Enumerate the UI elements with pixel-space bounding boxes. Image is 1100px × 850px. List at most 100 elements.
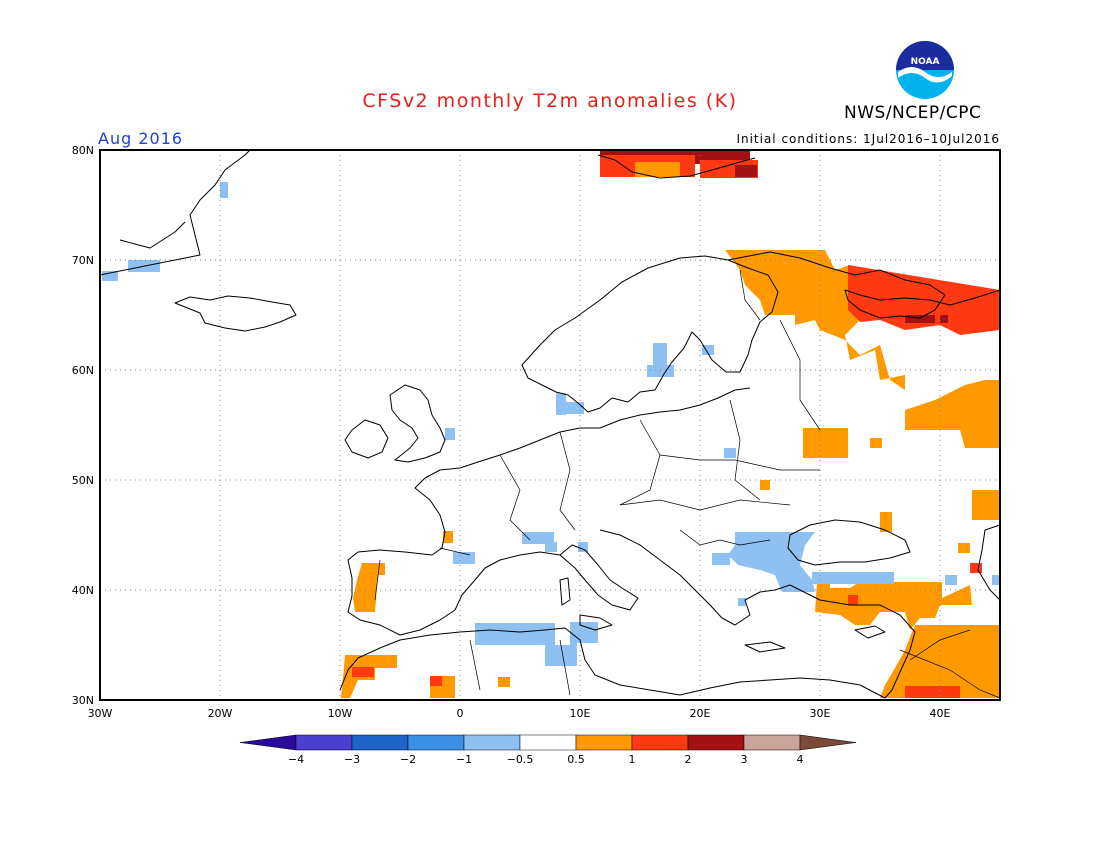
colorbar-tick-label: −2	[400, 753, 416, 766]
mediterranean-blue	[545, 542, 557, 552]
map-grid	[100, 150, 1000, 700]
noaa-logo: NOAA	[896, 41, 954, 99]
border	[899, 649, 1001, 699]
north-africa-coast	[339, 627, 886, 699]
coastlines	[99, 149, 1001, 699]
border	[909, 629, 971, 661]
nw-russia-orange	[725, 250, 1000, 448]
colorbar-swatches	[239, 734, 857, 751]
levant-orange	[880, 625, 1000, 698]
logo-text: NOAA	[911, 57, 940, 67]
caucasus-orange	[880, 512, 892, 532]
lat-label: 60N	[72, 364, 94, 377]
border	[499, 454, 531, 541]
colorbar-tick-label: 4	[797, 753, 804, 766]
forecast-month: Aug 2016	[98, 129, 184, 148]
russia-arctic-coast	[727, 251, 1001, 319]
colorbar-swatch	[799, 734, 857, 751]
map-frame	[99, 149, 1001, 701]
lat-label: 80N	[72, 144, 94, 157]
colorbar-swatch	[407, 734, 465, 751]
colorbar-tick-label: 0.5	[567, 753, 585, 766]
lat-label: 40N	[72, 584, 94, 597]
colorbar-tick-label: −3	[344, 753, 360, 766]
logo-dark-half	[896, 41, 954, 70]
border	[559, 431, 576, 531]
svalbard-coast	[597, 154, 756, 179]
morocco-red	[430, 676, 442, 686]
sardinia-coast	[559, 577, 571, 606]
colorbar-tick-label: 1	[629, 753, 636, 766]
balkans-blue	[712, 553, 730, 565]
border	[469, 639, 481, 691]
greenland-coast	[119, 221, 186, 249]
baltic-blue	[556, 393, 566, 415]
lon-label: 30W	[88, 707, 113, 720]
caucasus-orange	[972, 490, 1000, 520]
balkans-blue	[812, 572, 894, 584]
lon-label: 10W	[328, 707, 353, 720]
border	[559, 639, 571, 696]
border	[779, 319, 821, 431]
baltic-blue	[647, 365, 674, 377]
italy-coast	[559, 544, 639, 611]
sicily-coast	[579, 614, 613, 631]
black-sea-coast	[787, 519, 911, 566]
lon-label: 10E	[570, 707, 591, 720]
greenland-blue	[220, 182, 228, 198]
morocco-orange	[498, 677, 510, 687]
balkans-blue	[728, 532, 815, 592]
baltic-blue	[702, 345, 714, 355]
colorbar-swatch	[351, 734, 409, 751]
greenland-blue	[102, 271, 118, 281]
ukraine-orange	[803, 428, 848, 458]
initial-conditions: Initial conditions: 1Jul2016–10Jul2016	[736, 132, 1000, 146]
scandinavia-coast	[521, 255, 779, 413]
balkans-blue	[724, 448, 736, 458]
colorbar-swatch	[575, 734, 633, 751]
svalbard-orange	[635, 162, 680, 177]
country-borders	[374, 269, 1001, 699]
arabia-red	[970, 563, 982, 573]
iberia-france-coast	[347, 477, 561, 636]
colorbar-swatch	[519, 734, 577, 751]
svalbard-dark	[735, 165, 757, 177]
continent-north-coast	[424, 387, 751, 479]
britain-coast	[389, 384, 446, 463]
ukraine-orange	[760, 480, 770, 490]
caucasus-orange	[958, 543, 970, 553]
morocco-red	[352, 667, 374, 677]
white-sea-dark	[940, 315, 948, 323]
balkans-blue	[945, 575, 957, 585]
arabia-red	[905, 686, 960, 698]
colorbar-swatch	[239, 734, 297, 751]
agency-label: NWS/NCEP/CPC	[844, 103, 982, 123]
lon-label: 30E	[810, 707, 831, 720]
lon-label: 20W	[208, 707, 233, 720]
iberia-orange	[353, 563, 385, 612]
border	[619, 419, 661, 506]
border	[374, 559, 381, 601]
border	[439, 547, 471, 556]
border	[739, 269, 761, 321]
colorbar-swatch	[295, 734, 353, 751]
greenland-coast	[99, 149, 251, 276]
colorbar-labels: −4 −3 −2 −1 −0.5 0.5 1 2 3 4	[288, 753, 804, 766]
border	[729, 399, 761, 501]
colorbar-swatch	[463, 734, 521, 751]
baltic-blue	[445, 428, 455, 440]
ireland-coast	[344, 419, 389, 459]
colorbar-tick-label: −1	[456, 753, 472, 766]
colorbar-tick-label: −4	[288, 753, 304, 766]
balkans-blue	[738, 598, 746, 606]
iberia-orange	[443, 531, 453, 543]
lon-label: 0	[457, 707, 464, 720]
turkey-orange	[815, 582, 972, 630]
mediterranean-blue	[522, 532, 554, 544]
colorbar-tick-label: −0.5	[507, 753, 534, 766]
border	[659, 454, 820, 471]
white-sea-dark	[905, 315, 935, 323]
colorbar-swatch	[687, 734, 745, 751]
